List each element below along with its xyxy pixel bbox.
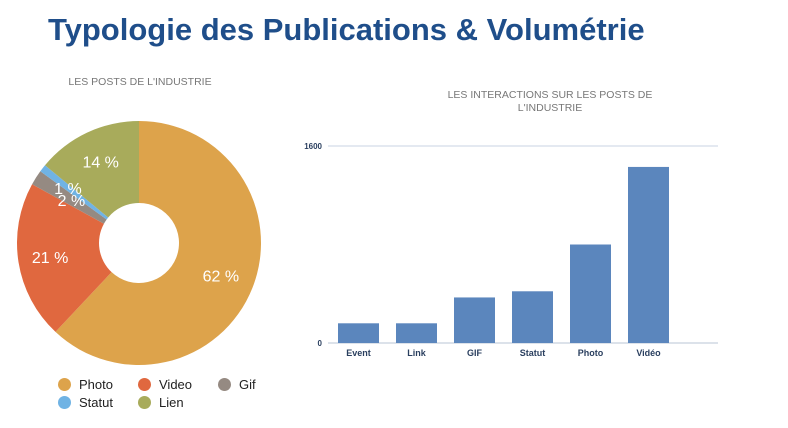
pie-label-gif: 2 % (58, 193, 86, 210)
bar-photo (570, 244, 611, 343)
bar-statut (512, 291, 553, 343)
legend-label: Video (159, 376, 193, 392)
y-tick-label: 1600 (304, 142, 322, 151)
x-tick-label: Event (346, 348, 371, 358)
pie-label-lien: 14 % (82, 155, 118, 172)
legend-item-statut: Statut (58, 394, 138, 410)
pie-slice-lien (44, 120, 139, 218)
legend-label: Lien (159, 394, 184, 410)
bar-event (338, 323, 379, 343)
pie-slice-gif (32, 171, 107, 224)
pie-label-video: 21 % (32, 250, 68, 267)
pie-label-statut: 1 % (54, 181, 82, 198)
x-tick-label: Link (407, 348, 426, 358)
pie-slice-photo (55, 121, 261, 366)
legend-item-lien: Lien (138, 394, 218, 410)
pie-slice-video (17, 184, 112, 332)
legend-item-video: Video (138, 376, 218, 392)
legend-label: Photo (79, 376, 113, 392)
bar-chart-title: LES INTERACTIONS SUR LES POSTS DE L'INDU… (447, 89, 653, 114)
bar-gif (454, 297, 495, 343)
legend-swatch (58, 377, 71, 391)
legend-swatch (58, 395, 71, 409)
legend-swatch (138, 377, 151, 391)
page-title: Typologie des Publications & Volumétrie (48, 12, 645, 47)
y-tick-label: 0 (318, 339, 323, 348)
legend-swatch (138, 395, 151, 409)
x-tick-label: Statut (520, 348, 546, 358)
bar-vidéo (628, 166, 669, 343)
pie-slice-statut (40, 165, 109, 220)
legend-item-photo: Photo (58, 376, 138, 392)
legend-label: Statut (79, 394, 113, 410)
bar-link (396, 323, 437, 343)
x-tick-label: GIF (467, 348, 483, 358)
x-tick-label: Vidéo (636, 348, 661, 358)
legend-swatch (218, 377, 231, 391)
pie-label-photo: 62 % (203, 268, 239, 285)
x-tick-label: Photo (578, 348, 604, 358)
pie-chart-title: LES POSTS DE L'INDUSTRIE (68, 76, 212, 88)
pie-legend: Photo Video Gif Statut Lien (58, 376, 278, 410)
legend-item-gif: Gif (218, 376, 278, 392)
legend-label: Gif (239, 376, 256, 392)
